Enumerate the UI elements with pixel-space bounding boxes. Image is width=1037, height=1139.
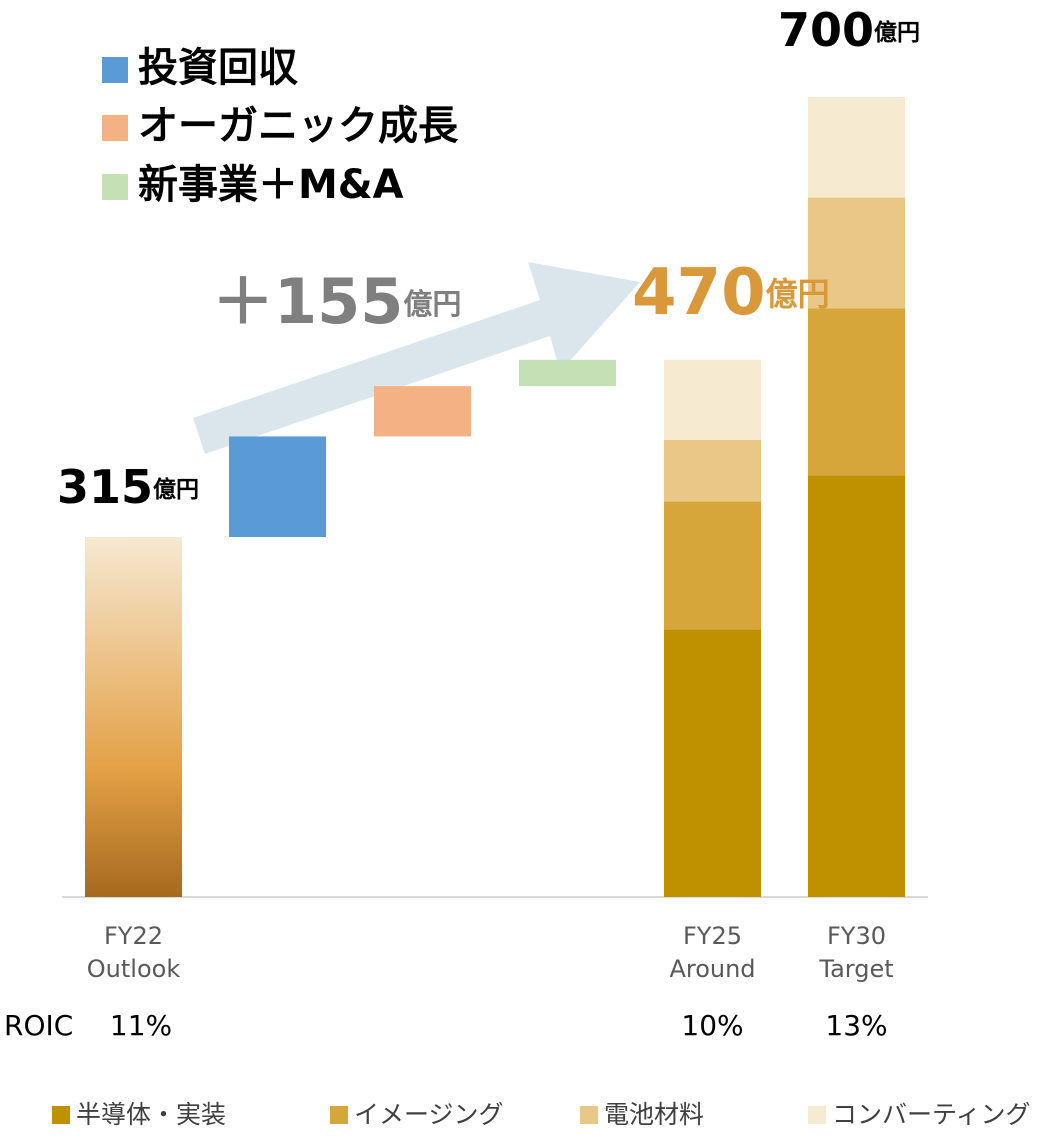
- stack-segment: [808, 197, 905, 309]
- legend-label: オーガニック成長: [138, 103, 459, 149]
- x-tick-label: FY22: [104, 922, 163, 950]
- increase-unit: 億円: [403, 287, 461, 321]
- total-label: 700億円: [778, 3, 920, 57]
- legend-swatch: [330, 1106, 348, 1124]
- increase-value: ＋155: [212, 265, 403, 338]
- legend-label: 投資回収: [138, 45, 298, 91]
- x-tick-label: Target: [818, 955, 893, 983]
- total-unit: 億円: [874, 19, 920, 46]
- growth-arrow: [193, 262, 640, 454]
- legend-label: 半導体・実装: [76, 1100, 226, 1129]
- bar: [85, 537, 182, 897]
- stack-segment: [664, 359, 761, 440]
- total-unit: 億円: [153, 476, 199, 503]
- stack-segment: [808, 475, 905, 897]
- legend-label: イメージング: [354, 1100, 504, 1129]
- stack-segment: [664, 629, 761, 897]
- legend-swatch: [580, 1106, 598, 1124]
- roic-value: 13%: [825, 1009, 887, 1042]
- legend-label: コンバーティング: [832, 1100, 1031, 1129]
- stack-segment: [664, 439, 761, 502]
- x-tick-label: FY30: [827, 922, 886, 950]
- x-tick-label: Around: [669, 955, 755, 983]
- legend-swatch: [808, 1106, 826, 1124]
- roic-label: ROIC: [4, 1009, 73, 1042]
- total-unit: 億円: [766, 275, 830, 313]
- step-bar: [374, 386, 471, 437]
- roic-value: 11%: [110, 1009, 172, 1042]
- stack-segment: [664, 501, 761, 630]
- total-value: 470: [632, 256, 766, 330]
- total-value: 315: [57, 460, 153, 514]
- total-label: 470億円: [632, 256, 830, 330]
- legend-label: 電池材料: [604, 1100, 704, 1129]
- total-label: 315億円: [57, 460, 199, 514]
- legend-swatch: [52, 1106, 70, 1124]
- x-tick-label: FY25: [683, 922, 742, 950]
- roic-value: 10%: [681, 1009, 743, 1042]
- legend-swatch: [102, 57, 128, 83]
- legend-label: 新事業＋M&A: [138, 162, 404, 208]
- stack-segment: [808, 308, 905, 476]
- legend-swatch: [102, 174, 128, 200]
- step-bar: [519, 359, 616, 387]
- increase-label: ＋155億円: [212, 265, 461, 338]
- x-tick-label: Outlook: [87, 955, 181, 983]
- legend-swatch: [102, 115, 128, 141]
- stack-segment: [808, 97, 905, 198]
- total-value: 700: [778, 3, 874, 57]
- step-bar: [229, 436, 326, 537]
